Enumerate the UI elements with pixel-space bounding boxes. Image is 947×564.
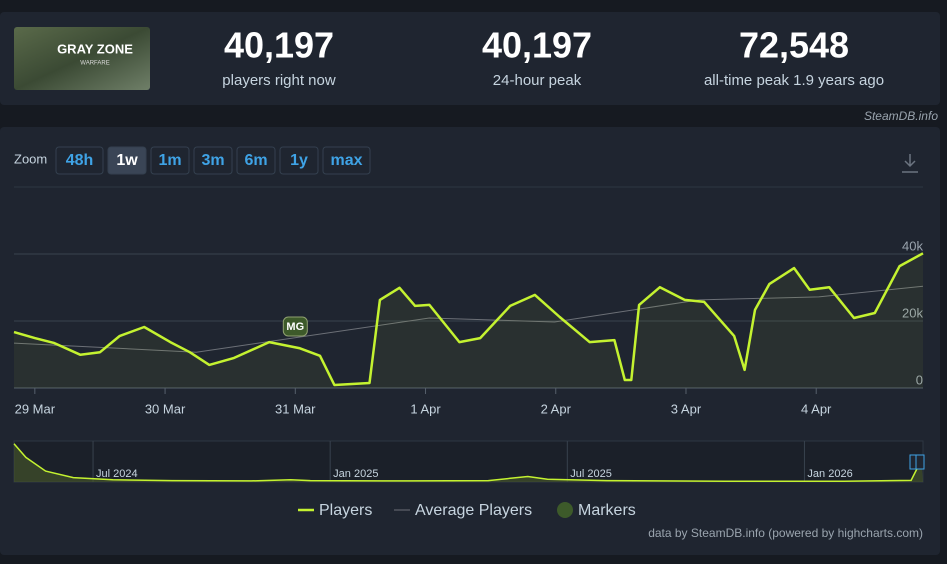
zoom-button-label[interactable]: 48h (66, 152, 94, 169)
stat-label: all-time peak 1.9 years ago (704, 72, 884, 89)
x-tick-label: 29 Mar (15, 401, 56, 416)
stats-panel (0, 12, 940, 105)
legend-label[interactable]: Players (319, 502, 372, 519)
stat-value: 72,548 (739, 25, 849, 66)
marker[interactable] (282, 316, 308, 337)
area-fill (14, 253, 923, 388)
zoom-button[interactable] (322, 146, 371, 175)
zoom-button[interactable] (279, 146, 319, 175)
navigator-handle[interactable] (915, 454, 925, 470)
navigator-tick-label: Jul 2025 (570, 468, 612, 480)
x-tick-label: 2 Apr (541, 401, 572, 416)
logo-subtitle: WARFARE (80, 61, 109, 67)
logo-title: GRAY ZONE (57, 41, 133, 56)
zoom-button-label[interactable]: 1w (116, 152, 138, 169)
zoom-button[interactable] (193, 146, 233, 175)
stats: 40,197 players right now 40,197 24-hour pea… (222, 25, 884, 89)
legend-label[interactable]: Markers (578, 502, 636, 519)
navigator-tick-label: Jul 2024 (96, 468, 138, 480)
navigator-tick-label: Jan 2025 (333, 468, 378, 480)
series-line (13, 285, 924, 353)
navigator-line (13, 443, 923, 482)
x-tick-label: 3 Apr (671, 401, 702, 416)
zoom-button-label[interactable]: 6m (244, 152, 267, 169)
x-tick-label: 1 Apr (410, 401, 441, 416)
y-tick-label: 20k (902, 305, 923, 320)
marker-label[interactable]: MG (286, 321, 304, 333)
credits[interactable]: data by SteamDB.info (powered by highcha… (648, 526, 923, 540)
x-tick-label: 31 Mar (275, 401, 316, 416)
zoom-button[interactable] (150, 146, 190, 175)
series-line (13, 252, 924, 387)
x-tick-label: 30 Mar (145, 401, 186, 416)
navigator-tick-label: Jan 2026 (807, 468, 852, 480)
zoom-button-label[interactable]: 1y (290, 152, 308, 169)
y-tick-label: 40k (902, 238, 923, 253)
zoom-label: Zoom (14, 151, 47, 166)
download-icon[interactable] (902, 154, 918, 173)
zoom-button[interactable] (55, 146, 104, 175)
stat-value: 40,197 (224, 25, 334, 66)
game-logo (14, 27, 150, 90)
stat-label: 24-hour peak (493, 72, 582, 89)
zoom-button-label[interactable]: 3m (201, 152, 224, 169)
stat-label: players right now (222, 72, 336, 89)
legend-label[interactable]: Average Players (415, 502, 532, 519)
zoom-button[interactable] (236, 146, 276, 175)
source-watermark: SteamDB.info (864, 109, 938, 123)
stat-value: 40,197 (482, 25, 592, 66)
x-tick-label: 4 Apr (801, 401, 832, 416)
legend-swatch[interactable] (557, 502, 573, 518)
chart: 0 20k 40k 29 Mar 30 Mar 31 Mar 1 Apr 2 Apr 3 Apr… (13, 238, 925, 540)
zoom-button-label[interactable]: max (330, 152, 362, 169)
zoom-button-label[interactable]: 1m (158, 152, 181, 169)
zoom-button[interactable] (107, 146, 147, 175)
navigator (13, 440, 924, 483)
y-tick-label: 0 (916, 372, 923, 387)
